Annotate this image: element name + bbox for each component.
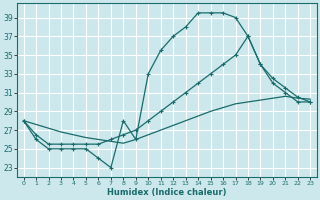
X-axis label: Humidex (Indice chaleur): Humidex (Indice chaleur) bbox=[107, 188, 227, 197]
